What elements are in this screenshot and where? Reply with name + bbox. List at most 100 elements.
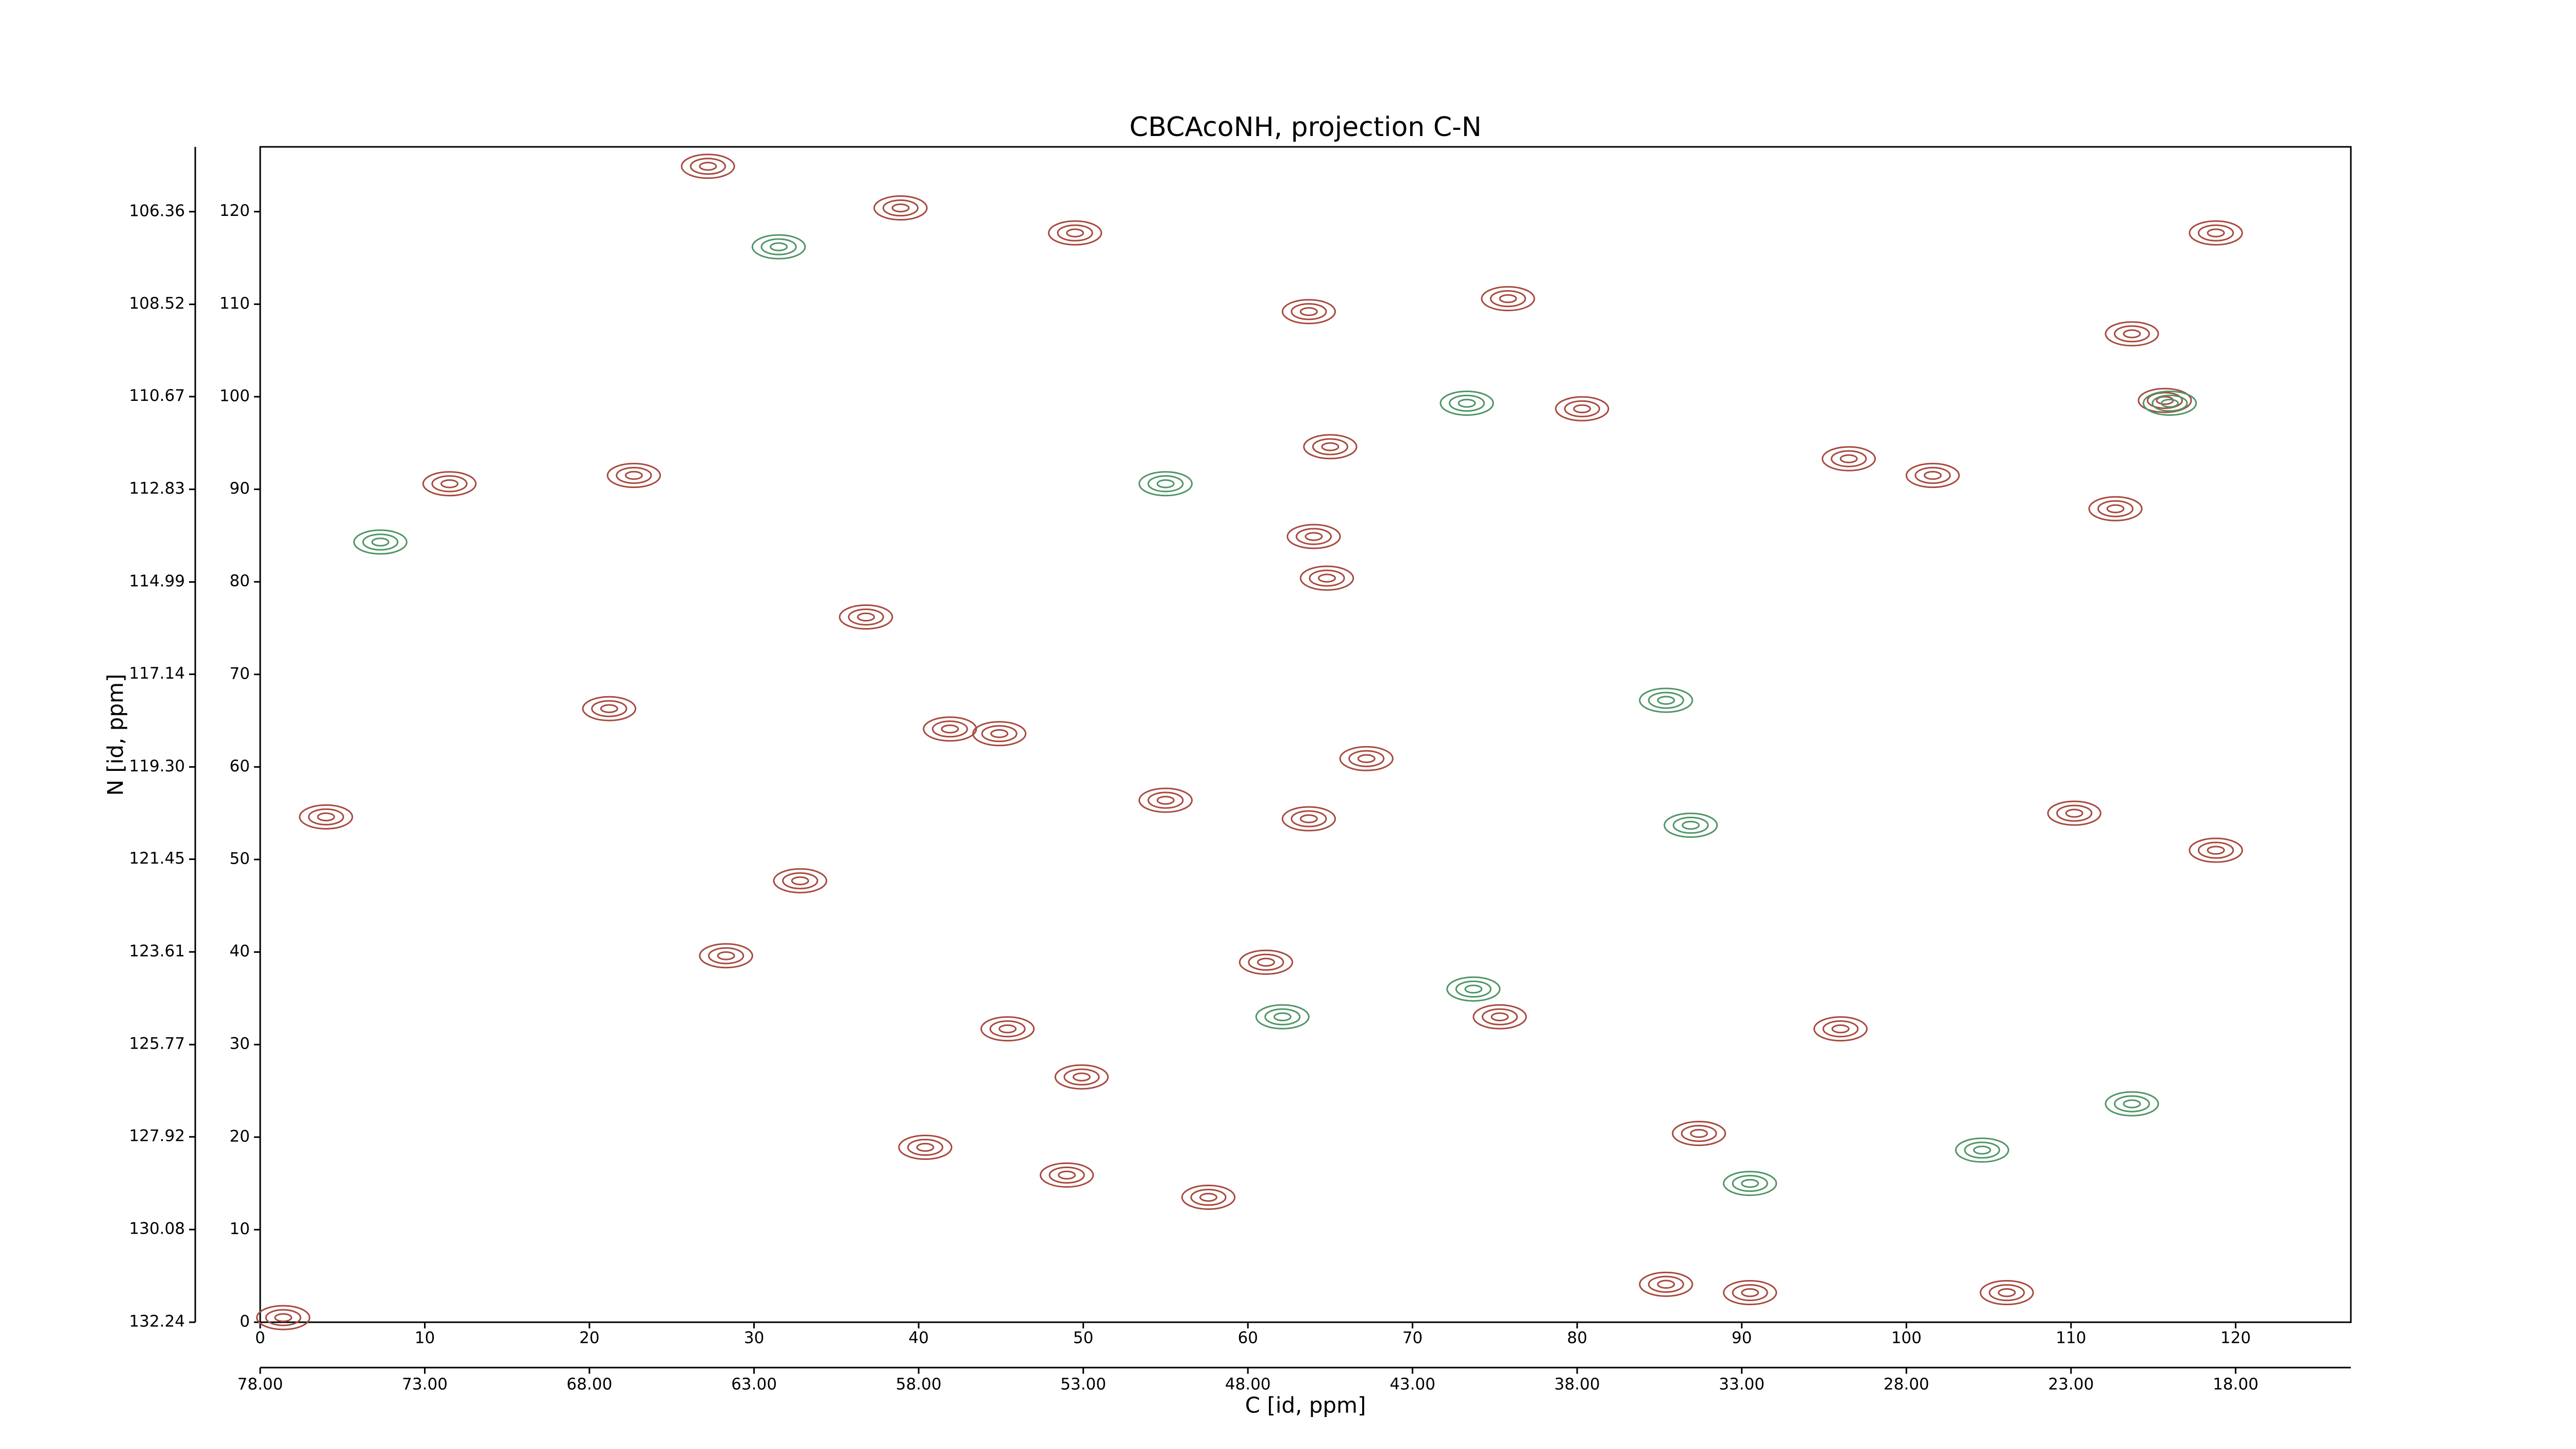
contour-ring — [1309, 569, 1345, 587]
contour-ring — [791, 876, 809, 885]
contour-ring — [2105, 321, 2159, 347]
contour-ring — [624, 470, 643, 480]
contour-ring — [1472, 1004, 1527, 1030]
contour-ring — [582, 696, 637, 721]
contour-peak — [1040, 1162, 1094, 1188]
contour-ring — [1255, 1004, 1310, 1030]
x2-tick-label: 38.00 — [1554, 1375, 1600, 1394]
contour-ring — [1304, 532, 1323, 541]
y2-tick-label: 127.92 — [129, 1127, 185, 1145]
contour-peak — [2047, 800, 2102, 826]
contour-ring — [1286, 524, 1341, 549]
contour-ring — [1048, 220, 1103, 246]
contour-peak — [2088, 496, 2143, 521]
contour-ring — [1063, 1068, 1100, 1086]
contour-ring — [699, 162, 717, 171]
y-tick-label: 50 — [230, 849, 250, 868]
y-tick-label: 30 — [230, 1035, 250, 1053]
y2-tick-label: 112.83 — [129, 479, 185, 498]
contour-ring — [1648, 692, 1684, 709]
contour-ring — [751, 234, 806, 260]
y-tick-label: 100 — [219, 386, 250, 405]
contour-ring — [1573, 404, 1591, 413]
contour-ring — [1979, 1280, 2034, 1306]
contour-ring — [1831, 1024, 1850, 1034]
contour-ring — [1657, 1279, 1675, 1289]
contour-ring — [2113, 325, 2150, 343]
contour-ring — [782, 872, 819, 889]
contour-peak — [1979, 1280, 2034, 1306]
contour-peak — [839, 604, 893, 630]
x-tick-label: 90 — [1732, 1329, 1752, 1347]
contour-ring — [1639, 687, 1693, 713]
x-tick-label: 0 — [255, 1329, 265, 1347]
contour-ring — [1481, 286, 1535, 312]
contour-ring — [873, 195, 928, 221]
contour-ring — [717, 951, 735, 961]
contour-ring — [2056, 804, 2093, 822]
contour-ring — [1973, 1145, 1991, 1155]
x2-tick-label: 73.00 — [402, 1375, 448, 1394]
contour-ring — [882, 199, 919, 217]
x-tick-label: 10 — [415, 1329, 435, 1347]
contour-peak — [1555, 396, 1609, 422]
contour-ring — [2197, 841, 2234, 859]
contour-ring — [1156, 796, 1175, 805]
y2-tick-label: 132.24 — [129, 1312, 185, 1331]
contour-ring — [1489, 290, 1527, 308]
contour-ring — [1281, 806, 1336, 832]
y2-tick-label: 125.77 — [129, 1035, 185, 1053]
contour-ring — [2138, 387, 2192, 413]
contour-peak — [1181, 1185, 1236, 1210]
contour-ring — [1040, 1162, 1094, 1188]
contour-ring — [1989, 1284, 2025, 1302]
contour-ring — [2088, 496, 2143, 521]
y2-tick-label: 121.45 — [129, 849, 185, 868]
contour-ring — [1156, 479, 1175, 488]
contour-ring — [1964, 1141, 2001, 1159]
x2-tick-label: 33.00 — [1719, 1375, 1765, 1394]
contour-ring — [362, 533, 399, 551]
contour-ring — [1499, 294, 1517, 304]
y2-tick-label: 119.30 — [129, 757, 185, 776]
contour-ring — [981, 725, 1018, 743]
y2-tick-label: 110.67 — [129, 386, 185, 405]
contour-peak — [873, 195, 928, 221]
contour-peak — [898, 1135, 953, 1160]
contour-ring — [1291, 810, 1327, 828]
contour-ring — [1281, 299, 1336, 325]
y2-tick-label: 114.99 — [129, 572, 185, 591]
contour-ring — [770, 242, 788, 251]
contour-peak — [1672, 1121, 1726, 1147]
x-tick-label: 70 — [1402, 1329, 1422, 1347]
y-tick-label: 0 — [240, 1312, 250, 1331]
contour-peak — [606, 463, 661, 488]
contour-ring — [1295, 528, 1332, 545]
contour-ring — [998, 1024, 1017, 1034]
contour-ring — [1449, 394, 1485, 412]
contour-ring — [606, 463, 661, 488]
contour-ring — [440, 479, 459, 488]
x2-tick-label: 23.00 — [2048, 1375, 2094, 1394]
contour-peak — [2105, 1091, 2159, 1117]
contour-ring — [2097, 500, 2134, 517]
contour-ring — [1066, 228, 1084, 238]
contour-ring — [2151, 394, 2188, 412]
x-tick-label: 50 — [1073, 1329, 1093, 1347]
contour-ring — [848, 608, 884, 626]
y-tick-label: 120 — [219, 201, 250, 220]
contour-ring — [1481, 1008, 1518, 1025]
contour-ring — [1914, 467, 1951, 484]
contour-ring — [2105, 1091, 2159, 1117]
y-tick-label: 90 — [230, 479, 250, 498]
contour-peak — [1339, 746, 1394, 771]
contour-ring — [431, 475, 468, 493]
contour-ring — [1190, 1188, 1227, 1206]
x-tick-label: 60 — [1238, 1329, 1258, 1347]
contour-ring — [1072, 1072, 1091, 1082]
contour-ring — [2106, 504, 2125, 513]
contour-ring — [1138, 471, 1193, 497]
contour-peak — [1048, 220, 1103, 246]
contour-ring — [1147, 791, 1184, 809]
x2-tick-label: 68.00 — [567, 1375, 613, 1394]
